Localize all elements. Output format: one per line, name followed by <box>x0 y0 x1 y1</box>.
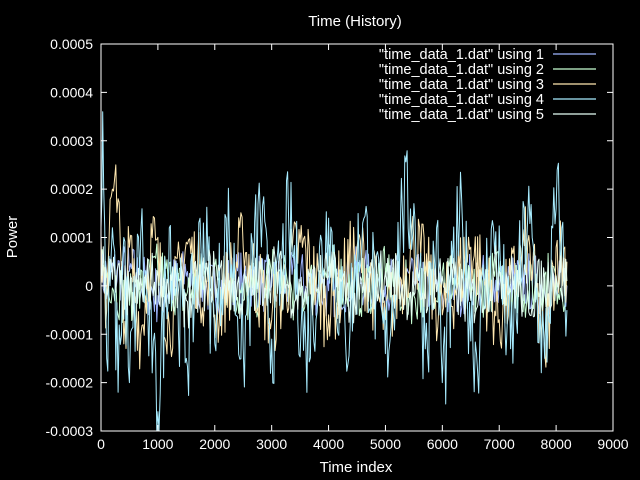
y-tick-label: -0.0002 <box>46 375 94 391</box>
y-tick-label: -0.0001 <box>46 326 94 342</box>
x-tick-label: 4000 <box>313 436 344 452</box>
legend-label-4: "time_data_1.dat" using 4 <box>379 92 544 108</box>
x-tick-label: 9000 <box>597 436 628 452</box>
legend-label-3: "time_data_1.dat" using 3 <box>379 77 544 93</box>
x-tick-label: 2000 <box>199 436 230 452</box>
y-tick-label: 0.0003 <box>50 133 93 149</box>
x-tick-label: 7000 <box>484 436 515 452</box>
series-line-2 <box>100 243 568 328</box>
y-axis-title: Power <box>4 216 21 259</box>
y-tick-label: 0.0002 <box>50 181 93 197</box>
legend: "time_data_1.dat" using 1"time_data_1.da… <box>379 47 596 123</box>
y-tick-label: 0.0001 <box>50 230 93 246</box>
y-axis: -0.0003 -0.0002 -0.0001 0 0.0001 0.0002 0.0003… <box>46 36 613 439</box>
x-axis: 0 1000 2000 3000 4000 5000 6000 7000 8000 9000 <box>97 44 629 452</box>
chart-title: Time (History) <box>308 13 402 30</box>
x-tick-label: 5000 <box>370 436 401 452</box>
y-tick-label: 0 <box>85 278 93 294</box>
series-line-5 <box>100 245 568 329</box>
y-tick-label: -0.0003 <box>46 423 94 439</box>
y-tick-label: 0.0005 <box>50 36 93 52</box>
x-tick-label: 8000 <box>541 436 572 452</box>
legend-label-1: "time_data_1.dat" using 1 <box>379 47 544 63</box>
x-tick-label: 6000 <box>427 436 458 452</box>
legend-label-2: "time_data_1.dat" using 2 <box>379 62 544 78</box>
legend-label-5: "time_data_1.dat" using 5 <box>379 107 544 123</box>
x-tick-label: 0 <box>97 436 105 452</box>
x-axis-title: Time index <box>320 459 393 476</box>
x-tick-label: 3000 <box>256 436 287 452</box>
y-tick-label: 0.0004 <box>50 84 93 100</box>
x-tick-label: 1000 <box>142 436 173 452</box>
series-layer <box>100 111 568 432</box>
